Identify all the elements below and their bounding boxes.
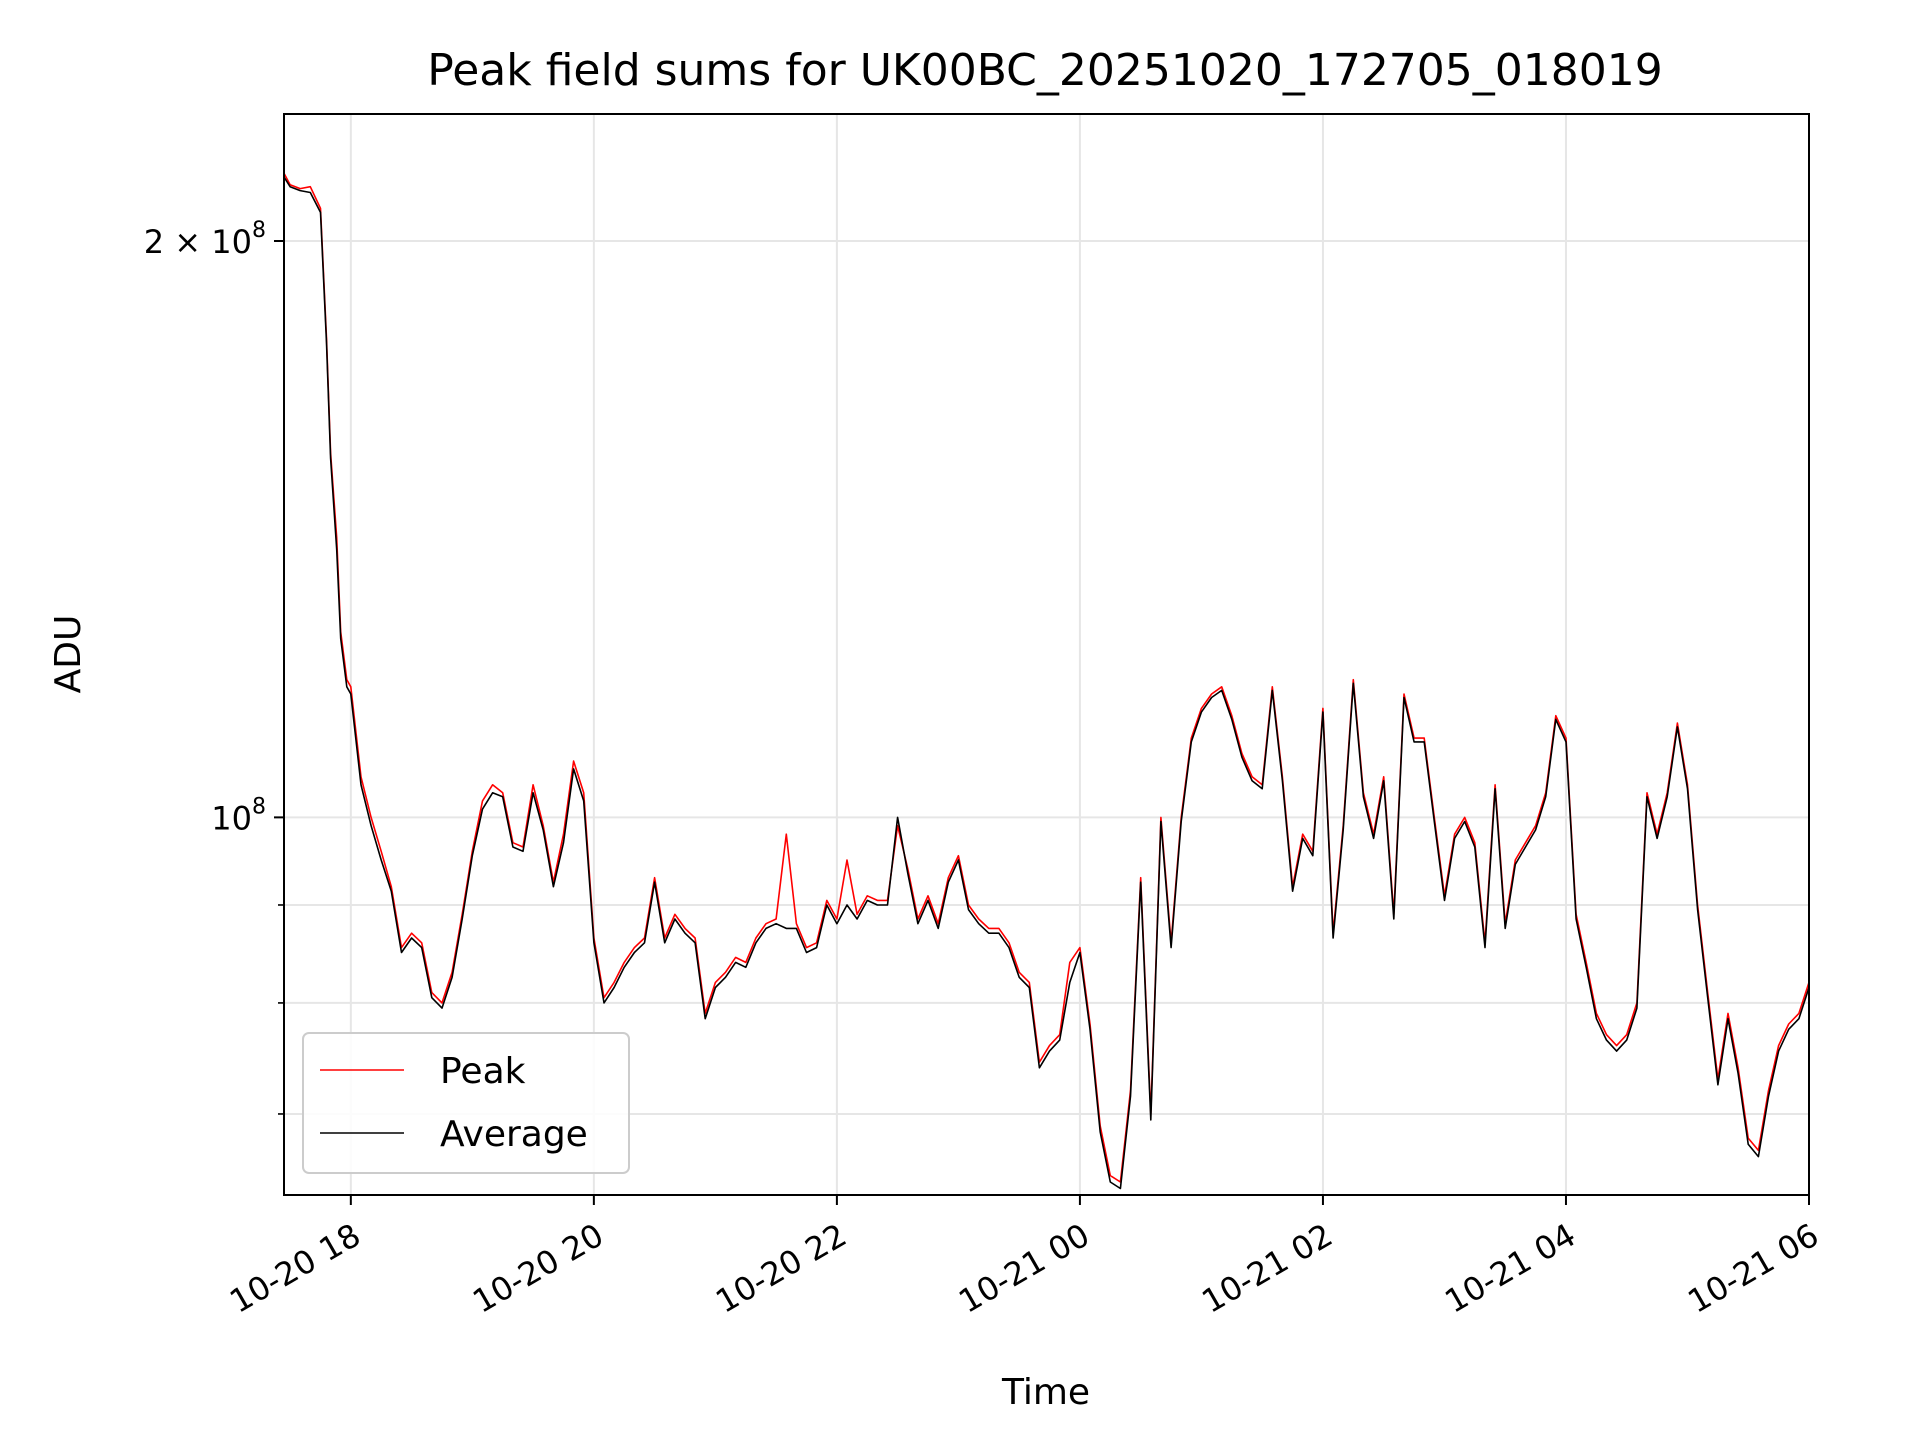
series-line-average — [284, 176, 1809, 1190]
series-layer — [284, 172, 1809, 1190]
legend-label-peak: Peak — [440, 1051, 526, 1092]
y-axis: 2 × 108 108 — [144, 218, 284, 1115]
legend-box — [302, 1032, 630, 1174]
legend: Peak Average — [302, 1032, 630, 1174]
legend-label-average: Average — [440, 1114, 588, 1155]
plot-frame — [283, 113, 1810, 1196]
grid — [284, 114, 1810, 1195]
x-axis-label: Time — [1001, 1372, 1090, 1413]
y-tick-label: 2 × 108 — [144, 218, 266, 261]
y-tick-label: 108 — [211, 794, 266, 837]
y-axis-label: ADU — [48, 615, 89, 694]
chart-title: Peak field sums for UK00BC_20251020_1727… — [427, 45, 1663, 96]
